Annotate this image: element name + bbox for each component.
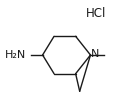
Text: N: N (91, 49, 99, 59)
Text: H₂N: H₂N (5, 50, 26, 60)
Text: HCl: HCl (86, 7, 107, 20)
